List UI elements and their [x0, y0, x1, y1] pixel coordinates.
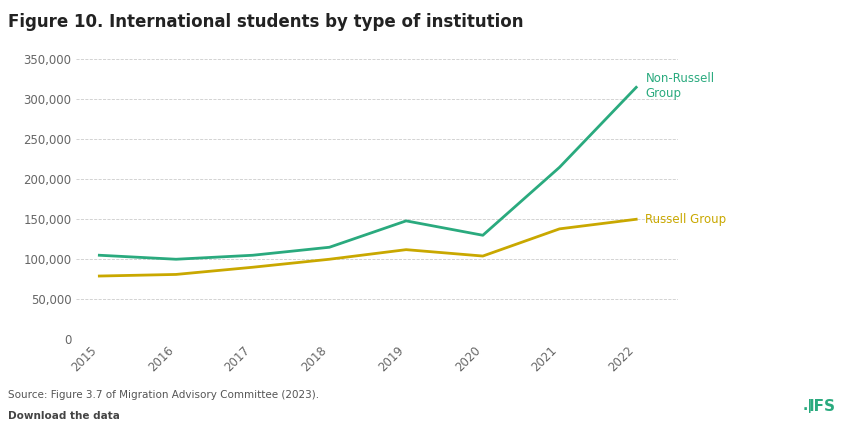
- Text: Figure 10. International students by type of institution: Figure 10. International students by typ…: [8, 13, 524, 31]
- Text: Non-Russell
Group: Non-Russell Group: [645, 72, 715, 100]
- Text: IFS: IFS: [808, 399, 835, 413]
- Text: .|: .|: [802, 399, 812, 413]
- Text: Russell Group: Russell Group: [645, 213, 727, 226]
- Text: Download the data: Download the data: [8, 411, 120, 421]
- Text: Source: Figure 3.7 of Migration Advisory Committee (2023).: Source: Figure 3.7 of Migration Advisory…: [8, 390, 320, 400]
